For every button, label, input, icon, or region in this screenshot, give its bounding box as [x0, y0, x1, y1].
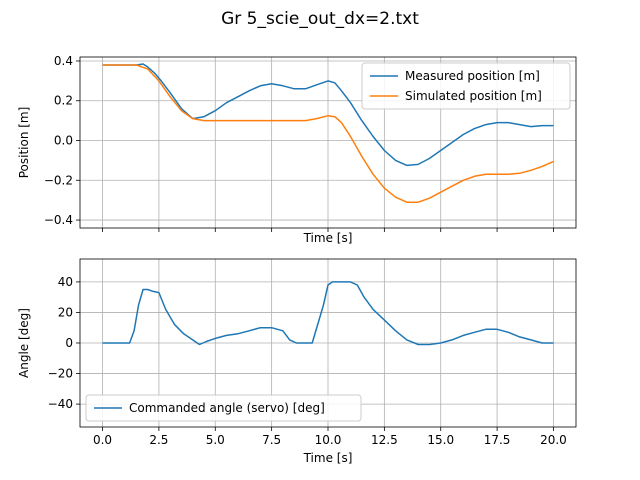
x-tick-label: 17.5: [484, 433, 511, 447]
x-tick-label: 20.0: [540, 433, 567, 447]
y-tick-label: 20: [58, 305, 73, 319]
x-tick-label: 15.0: [427, 433, 454, 447]
y-tick-label: 40: [58, 275, 73, 289]
x-tick-label: 7.5: [262, 433, 281, 447]
plot-frame: [79, 56, 577, 229]
x-tick-label: 2.5: [149, 433, 168, 447]
y-tick-label: −40: [48, 397, 73, 411]
y-tick-label: 0: [65, 336, 73, 350]
series-line-0: [102, 63, 554, 167]
x-tick-label: 0.0: [93, 433, 112, 447]
y-axis-label: Position [m]: [17, 107, 31, 179]
angle-plot: 0.0 2.5 5.0 7.5 10.0 12.5 15.0 17.5 20.0 −40 −20 0 2…: [17, 258, 577, 465]
position-plot: −0.4 −0.2 0.0 0.2 0.4 Time [s] Position [m] Mea…: [17, 54, 577, 245]
y-tick-label: 0.4: [54, 54, 73, 68]
series-line-0: [102, 281, 554, 346]
x-tick-label: 5.0: [206, 433, 225, 447]
x-axis-label: Time [s]: [303, 231, 353, 245]
y-tick-label: −0.2: [44, 173, 73, 187]
plot-frame: [79, 258, 577, 428]
x-axis-label: Time [s]: [303, 451, 353, 465]
y-tick-label: −0.4: [44, 213, 73, 227]
figure-title: Gr 5_scie_out_dx=2.txt: [221, 9, 419, 29]
y-tick-label: −20: [48, 367, 73, 381]
x-tick-label: 12.5: [371, 433, 398, 447]
y-tick-label: 0.2: [54, 94, 73, 108]
y-axis-label: Angle [deg]: [17, 308, 31, 378]
y-tick-label: 0.0: [54, 134, 73, 148]
legend-label: Simulated position [m]: [405, 89, 542, 103]
legend-label: Measured position [m]: [405, 69, 540, 83]
legend-label: Commanded angle (servo) [deg]: [129, 401, 325, 415]
x-tick-label: 10.0: [315, 433, 342, 447]
legend-box: [361, 62, 571, 110]
series-line-1: [102, 64, 554, 203]
legend-box: [85, 394, 362, 422]
